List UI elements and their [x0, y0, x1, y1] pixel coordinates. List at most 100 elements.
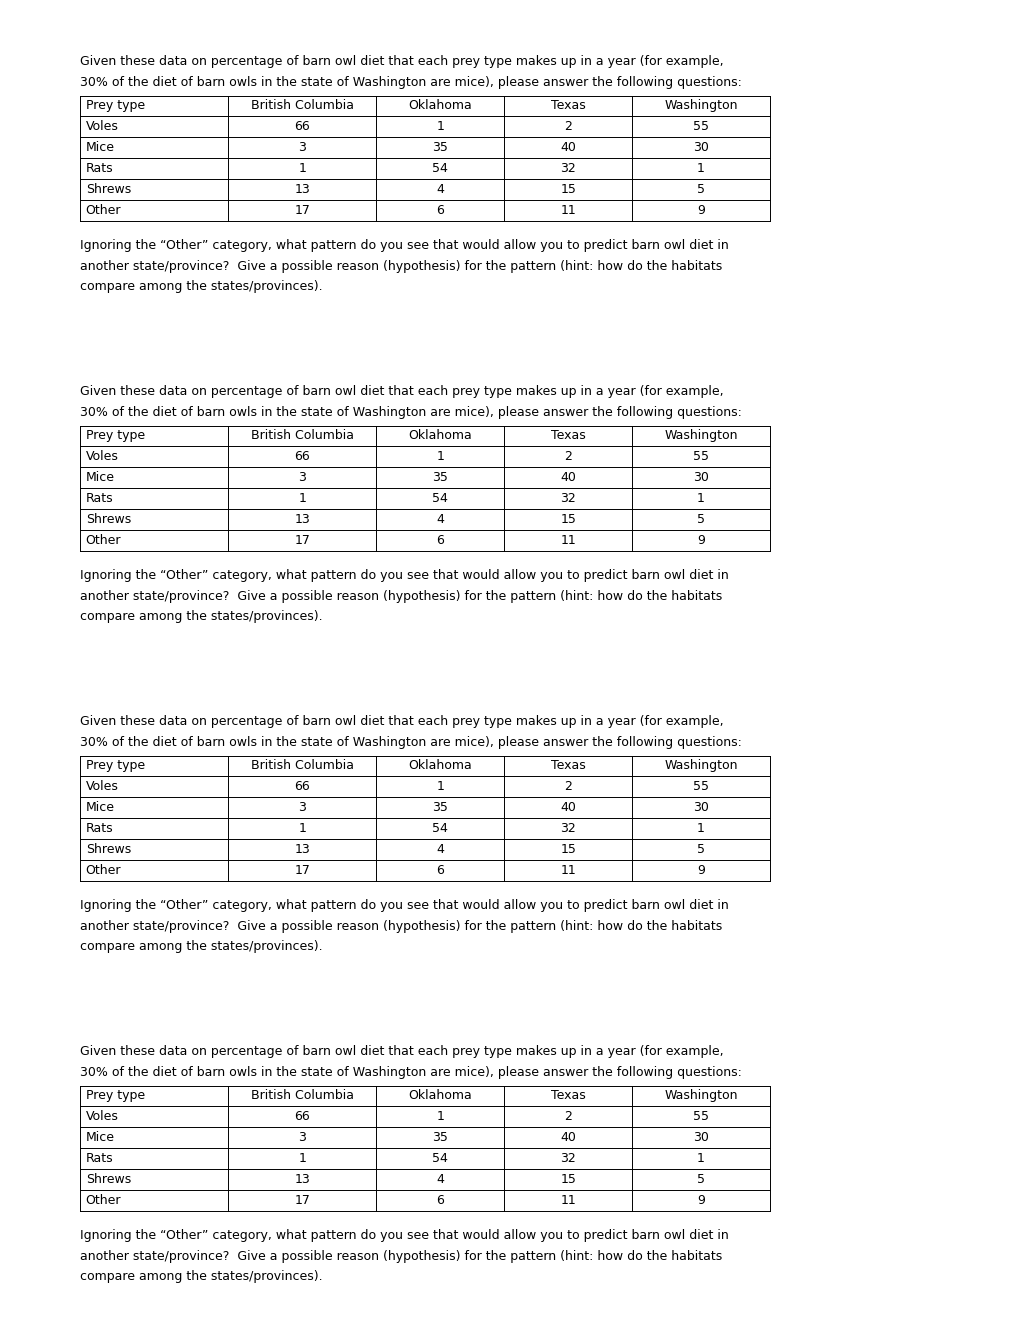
Text: 54: 54: [432, 162, 448, 176]
Text: another state/province?  Give a possible reason (hypothesis) for the pattern (hi: another state/province? Give a possible …: [79, 590, 721, 603]
Text: 30% of the diet of barn owls in the state of Washington are mice), please answer: 30% of the diet of barn owls in the stat…: [79, 77, 741, 88]
Text: Ignoring the “Other” category, what pattern do you see that would allow you to p: Ignoring the “Other” category, what patt…: [79, 239, 728, 252]
Text: 2: 2: [564, 1110, 572, 1123]
Text: Oklahoma: Oklahoma: [408, 99, 472, 112]
Text: Voles: Voles: [86, 450, 118, 463]
Text: 17: 17: [294, 1193, 310, 1206]
Text: compare among the states/provinces).: compare among the states/provinces).: [79, 280, 322, 293]
Text: 4: 4: [436, 843, 444, 855]
Text: Mice: Mice: [86, 801, 114, 814]
Text: British Columbia: British Columbia: [251, 1089, 354, 1102]
Text: 11: 11: [559, 863, 576, 876]
Text: 17: 17: [294, 863, 310, 876]
Text: 1: 1: [298, 162, 306, 176]
Text: 4: 4: [436, 183, 444, 195]
Text: British Columbia: British Columbia: [251, 759, 354, 772]
Text: 66: 66: [294, 450, 310, 463]
Text: Texas: Texas: [550, 759, 585, 772]
Text: Washington: Washington: [663, 759, 737, 772]
Text: 55: 55: [692, 450, 708, 463]
Text: British Columbia: British Columbia: [251, 99, 354, 112]
Text: 40: 40: [559, 141, 576, 154]
Text: 1: 1: [696, 1152, 704, 1166]
Text: 30: 30: [693, 801, 708, 814]
Text: 35: 35: [432, 141, 448, 154]
Text: Mice: Mice: [86, 141, 114, 154]
Text: Washington: Washington: [663, 99, 737, 112]
Text: 66: 66: [294, 1110, 310, 1123]
Text: Other: Other: [86, 1193, 121, 1206]
Text: 40: 40: [559, 801, 576, 814]
Text: 15: 15: [559, 183, 576, 195]
Text: 3: 3: [298, 801, 306, 814]
Text: 32: 32: [559, 492, 576, 506]
Text: 9: 9: [696, 863, 704, 876]
Text: another state/province?  Give a possible reason (hypothesis) for the pattern (hi: another state/province? Give a possible …: [79, 1250, 721, 1263]
Text: Given these data on percentage of barn owl diet that each prey type makes up in : Given these data on percentage of barn o…: [79, 385, 722, 399]
Text: 4: 4: [436, 1173, 444, 1185]
Text: 2: 2: [564, 450, 572, 463]
Text: 1: 1: [298, 492, 306, 506]
Text: 1: 1: [436, 120, 444, 133]
Text: Oklahoma: Oklahoma: [408, 759, 472, 772]
Text: 13: 13: [294, 1173, 310, 1185]
Text: 13: 13: [294, 843, 310, 855]
Text: Rats: Rats: [86, 492, 113, 506]
Text: Mice: Mice: [86, 471, 114, 484]
Text: compare among the states/provinces).: compare among the states/provinces).: [79, 610, 322, 623]
Text: 30% of the diet of barn owls in the state of Washington are mice), please answer: 30% of the diet of barn owls in the stat…: [79, 737, 741, 748]
Text: 55: 55: [692, 1110, 708, 1123]
Text: Voles: Voles: [86, 1110, 118, 1123]
Text: Oklahoma: Oklahoma: [408, 1089, 472, 1102]
Text: Given these data on percentage of barn owl diet that each prey type makes up in : Given these data on percentage of barn o…: [79, 715, 722, 729]
Text: 1: 1: [436, 1110, 444, 1123]
Text: 54: 54: [432, 1152, 448, 1166]
Text: 66: 66: [294, 120, 310, 133]
Text: 11: 11: [559, 1193, 576, 1206]
Text: 11: 11: [559, 203, 576, 216]
Text: Washington: Washington: [663, 429, 737, 442]
Text: 3: 3: [298, 1131, 306, 1144]
Text: 1: 1: [696, 162, 704, 176]
Text: 32: 32: [559, 162, 576, 176]
Text: 1: 1: [436, 450, 444, 463]
Text: 54: 54: [432, 822, 448, 836]
Text: Given these data on percentage of barn owl diet that each prey type makes up in : Given these data on percentage of barn o…: [79, 1045, 722, 1059]
Text: 30% of the diet of barn owls in the state of Washington are mice), please answer: 30% of the diet of barn owls in the stat…: [79, 407, 741, 418]
Text: 2: 2: [564, 780, 572, 793]
Text: 6: 6: [436, 863, 444, 876]
Text: Shrews: Shrews: [86, 843, 130, 855]
Text: Mice: Mice: [86, 1131, 114, 1144]
Text: 1: 1: [298, 1152, 306, 1166]
Text: another state/province?  Give a possible reason (hypothesis) for the pattern (hi: another state/province? Give a possible …: [79, 920, 721, 933]
Text: 5: 5: [696, 1173, 704, 1185]
Text: 9: 9: [696, 203, 704, 216]
Text: compare among the states/provinces).: compare among the states/provinces).: [79, 1270, 322, 1283]
Text: 32: 32: [559, 1152, 576, 1166]
Text: Washington: Washington: [663, 1089, 737, 1102]
Text: 32: 32: [559, 822, 576, 836]
Text: Texas: Texas: [550, 429, 585, 442]
Text: 30: 30: [693, 141, 708, 154]
Text: compare among the states/provinces).: compare among the states/provinces).: [79, 940, 322, 953]
Text: Shrews: Shrews: [86, 1173, 130, 1185]
Text: 4: 4: [436, 513, 444, 525]
Text: 30: 30: [693, 471, 708, 484]
Text: Prey type: Prey type: [86, 99, 145, 112]
Text: Shrews: Shrews: [86, 183, 130, 195]
Text: 35: 35: [432, 801, 448, 814]
Text: Texas: Texas: [550, 99, 585, 112]
Text: 66: 66: [294, 780, 310, 793]
Text: another state/province?  Give a possible reason (hypothesis) for the pattern (hi: another state/province? Give a possible …: [79, 260, 721, 273]
Text: 15: 15: [559, 843, 576, 855]
Text: 13: 13: [294, 183, 310, 195]
Text: Shrews: Shrews: [86, 513, 130, 525]
Text: Other: Other: [86, 533, 121, 546]
Text: Texas: Texas: [550, 1089, 585, 1102]
Text: Given these data on percentage of barn owl diet that each prey type makes up in : Given these data on percentage of barn o…: [79, 55, 722, 69]
Text: 1: 1: [696, 822, 704, 836]
Text: 1: 1: [436, 780, 444, 793]
Text: 40: 40: [559, 471, 576, 484]
Text: Other: Other: [86, 863, 121, 876]
Text: 1: 1: [696, 492, 704, 506]
